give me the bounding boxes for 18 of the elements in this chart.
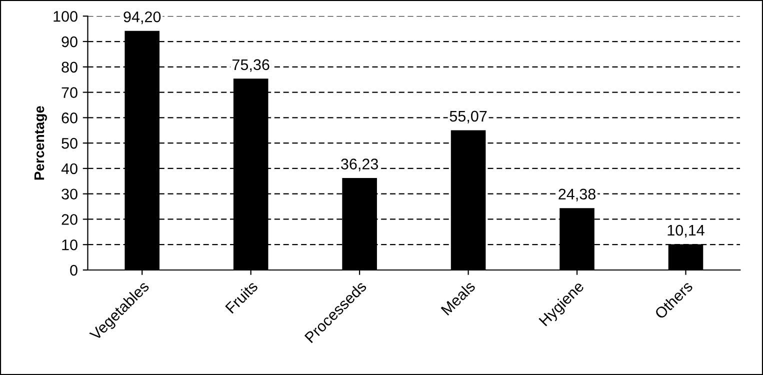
- y-tick-label: 50: [62, 138, 78, 149]
- y-tick-label: 60: [62, 112, 78, 124]
- data-label: 94,20: [124, 11, 161, 24]
- y-tick-label: 70: [62, 87, 78, 98]
- y-tick-label: 80: [62, 62, 78, 73]
- y-tick-label: 100: [54, 10, 78, 22]
- y-axis-title: Percentage: [34, 106, 47, 180]
- y-tick-label: 10: [62, 239, 78, 250]
- y-tick-label: 0: [70, 264, 78, 276]
- data-label: 36,23: [341, 158, 378, 172]
- data-label: 10,14: [668, 224, 704, 238]
- data-label: 75,36: [232, 59, 270, 72]
- y-tick-label: 40: [61, 163, 78, 174]
- data-label: 24,38: [558, 188, 596, 202]
- y-tick-label: 20: [62, 214, 78, 225]
- y-tick-label: 30: [62, 188, 78, 200]
- data-label: 55,07: [450, 110, 487, 124]
- y-tick-label: 90: [62, 36, 78, 48]
